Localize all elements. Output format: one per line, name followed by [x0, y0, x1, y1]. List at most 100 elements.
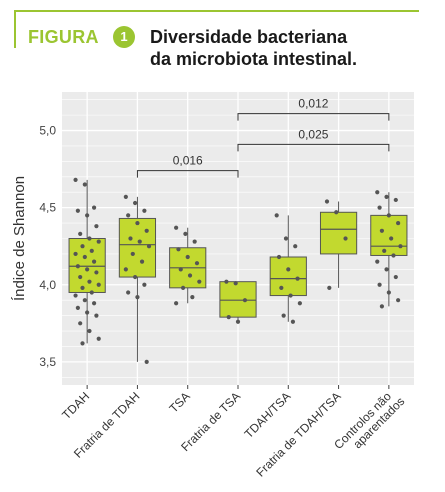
- data-point: [192, 239, 197, 244]
- figure-header: FIGURA 1 Diversidade bacteriana da micro…: [0, 0, 445, 80]
- data-point: [327, 285, 332, 290]
- data-point: [91, 259, 97, 264]
- data-point: [144, 228, 149, 233]
- x-tick-label: Controlos nãoaparentados: [331, 385, 407, 461]
- data-point: [80, 341, 85, 346]
- data-point: [183, 231, 188, 236]
- data-point: [75, 305, 80, 310]
- data-point: [379, 304, 385, 309]
- data-point: [226, 315, 231, 320]
- y-tick-label: 5,0: [39, 124, 56, 138]
- y-tick-label: 4,5: [39, 201, 56, 215]
- data-point: [87, 279, 92, 284]
- data-points: [73, 177, 403, 364]
- data-point: [87, 328, 92, 334]
- data-point: [224, 279, 229, 284]
- data-point: [78, 231, 83, 236]
- data-point: [324, 199, 330, 204]
- data-point: [89, 290, 94, 295]
- data-point: [73, 251, 78, 257]
- data-point: [386, 290, 391, 295]
- data-point: [396, 220, 401, 226]
- data-point: [87, 236, 92, 241]
- box-rect: [219, 281, 257, 318]
- data-point: [375, 259, 380, 264]
- comparison-1: 0,025: [237, 127, 390, 152]
- data-point: [382, 248, 387, 253]
- data-point: [187, 273, 193, 278]
- data-point: [123, 194, 128, 199]
- data-point: [123, 267, 128, 272]
- data-point: [343, 236, 348, 241]
- data-point: [290, 319, 296, 324]
- comparison-p-value: 0,016: [173, 154, 203, 168]
- data-point: [128, 236, 133, 241]
- y-axis-label: Índice de Shannon: [11, 176, 28, 301]
- box-rect: [370, 214, 408, 256]
- data-point: [94, 224, 99, 229]
- data-point: [133, 200, 138, 206]
- data-point: [233, 281, 238, 286]
- data-point: [386, 213, 391, 218]
- data-point: [137, 239, 142, 244]
- data-point: [133, 274, 138, 280]
- data-point: [384, 267, 389, 272]
- y-tick-label: 3,5: [39, 355, 56, 369]
- data-point: [174, 301, 179, 306]
- y-tick-label: 4,0: [39, 278, 56, 292]
- data-point: [139, 259, 145, 264]
- data-point: [82, 298, 87, 303]
- figure-title: Diversidade bacteriana da microbiota int…: [150, 26, 430, 70]
- data-point: [146, 244, 152, 249]
- box-5: [319, 201, 358, 288]
- data-point: [142, 208, 147, 213]
- data-point: [85, 267, 90, 272]
- data-point: [85, 310, 90, 315]
- data-point: [82, 254, 87, 260]
- data-point: [73, 293, 78, 298]
- data-point: [96, 282, 101, 287]
- comparison-0: 0,016: [136, 154, 239, 178]
- data-point: [377, 205, 382, 210]
- data-point: [276, 254, 282, 260]
- data-point: [176, 247, 181, 252]
- data-point: [178, 267, 183, 272]
- data-point: [135, 220, 140, 226]
- figure-number-badge: 1: [113, 26, 135, 48]
- figure-label: FIGURA: [28, 27, 99, 47]
- data-point: [375, 190, 380, 195]
- data-point: [96, 239, 101, 244]
- data-point: [73, 177, 78, 182]
- data-point: [185, 254, 190, 260]
- data-point: [281, 313, 286, 318]
- x-tick-label: TDAH/TSA: [242, 389, 294, 441]
- data-point: [135, 295, 140, 300]
- comparison-bracket: [136, 170, 239, 178]
- x-tick-label: TSA: [166, 389, 192, 415]
- data-point: [80, 244, 85, 249]
- data-point: [78, 274, 83, 280]
- comparison-2: 0,012: [237, 97, 390, 121]
- box-4: [269, 215, 307, 322]
- box-rect: [319, 211, 358, 255]
- comparison-p-value: 0,012: [298, 97, 328, 111]
- header-rule-top: [14, 10, 419, 12]
- data-point: [274, 213, 279, 218]
- comparison-brackets: 0,016 0,025 0,012: [136, 97, 390, 178]
- box-3: [219, 281, 257, 322]
- data-point: [91, 205, 97, 210]
- figure-title-line2: da microbiota intestinal.: [150, 49, 358, 69]
- data-point: [82, 182, 87, 187]
- data-point: [126, 213, 131, 218]
- data-point: [174, 225, 179, 230]
- data-point: [398, 244, 403, 249]
- data-point: [288, 293, 293, 298]
- x-tick-label: TDAH: [59, 389, 92, 422]
- data-point: [334, 210, 339, 215]
- data-point: [144, 359, 149, 364]
- data-point: [379, 228, 385, 233]
- data-point: [393, 197, 398, 203]
- data-point: [384, 194, 389, 199]
- comparison-bracket: [237, 143, 390, 152]
- data-point: [142, 282, 147, 287]
